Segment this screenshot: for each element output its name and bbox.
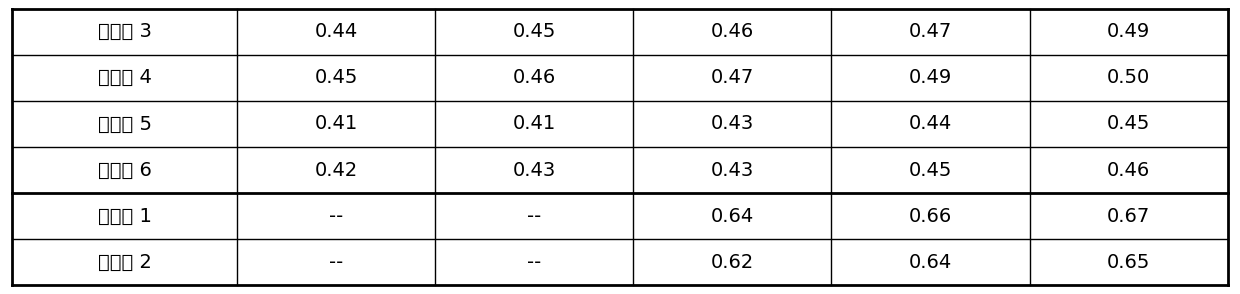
Text: 0.47: 0.47 xyxy=(909,22,952,41)
Text: --: -- xyxy=(527,207,542,225)
Text: 0.49: 0.49 xyxy=(1107,22,1151,41)
Text: 0.43: 0.43 xyxy=(711,161,754,180)
Text: 实施例 3: 实施例 3 xyxy=(98,22,151,41)
Text: 0.67: 0.67 xyxy=(1107,207,1151,225)
Text: 0.49: 0.49 xyxy=(909,69,952,87)
Text: 实施例 6: 实施例 6 xyxy=(98,161,151,180)
Text: 0.45: 0.45 xyxy=(315,69,358,87)
Text: 0.47: 0.47 xyxy=(711,69,754,87)
Text: 0.44: 0.44 xyxy=(315,22,358,41)
Text: 0.41: 0.41 xyxy=(315,114,358,133)
Text: 0.46: 0.46 xyxy=(1107,161,1151,180)
Text: 0.65: 0.65 xyxy=(1107,253,1151,272)
Text: --: -- xyxy=(527,253,542,272)
Text: 0.62: 0.62 xyxy=(711,253,754,272)
Text: 0.42: 0.42 xyxy=(315,161,358,180)
Text: 对比例 2: 对比例 2 xyxy=(98,253,151,272)
Text: --: -- xyxy=(329,253,343,272)
Text: 0.64: 0.64 xyxy=(909,253,952,272)
Text: 0.46: 0.46 xyxy=(711,22,754,41)
Text: --: -- xyxy=(329,207,343,225)
Text: 0.66: 0.66 xyxy=(909,207,952,225)
Text: 对比例 1: 对比例 1 xyxy=(98,207,151,225)
Text: 0.46: 0.46 xyxy=(512,69,556,87)
Text: 0.45: 0.45 xyxy=(909,161,952,180)
Text: 0.50: 0.50 xyxy=(1107,69,1151,87)
Text: 0.43: 0.43 xyxy=(512,161,556,180)
Text: 0.43: 0.43 xyxy=(711,114,754,133)
Text: 0.45: 0.45 xyxy=(1107,114,1151,133)
Text: 0.44: 0.44 xyxy=(909,114,952,133)
Text: 0.45: 0.45 xyxy=(512,22,556,41)
Text: 0.41: 0.41 xyxy=(512,114,556,133)
Text: 0.64: 0.64 xyxy=(711,207,754,225)
Text: 实施例 5: 实施例 5 xyxy=(98,114,151,133)
Text: 实施例 4: 实施例 4 xyxy=(98,69,151,87)
